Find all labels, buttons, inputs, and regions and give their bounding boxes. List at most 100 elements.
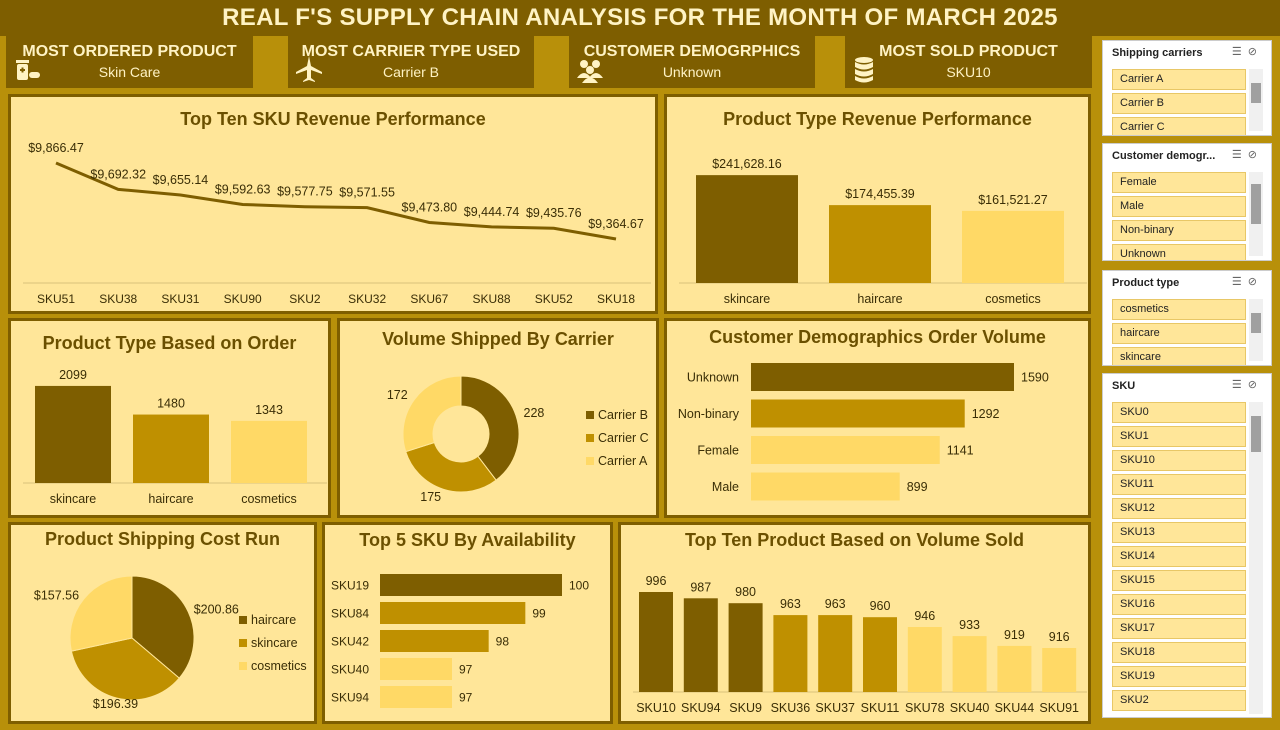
panel-availability: Top 5 SKU By Availability 100 SKU19 99 SKU8… <box>322 522 613 724</box>
chart-title: Top 5 SKU By Availability <box>359 530 576 550</box>
kpi-value: Unknown <box>662 64 722 80</box>
kpi-title: MOST SOLD PRODUCT <box>879 43 1058 60</box>
data-label: 97 <box>459 663 473 677</box>
data-label: 2099 <box>59 368 87 382</box>
scrollbar[interactable] <box>1249 402 1263 714</box>
slicer-shipping-carriers[interactable]: Shipping carriers ☰⊘ Carrier A Carrier B… <box>1102 40 1272 136</box>
data-label: 987 <box>690 580 711 594</box>
x-tick-label: SKU36 <box>771 701 811 715</box>
x-tick-label: cosmetics <box>241 492 297 506</box>
data-label: 1343 <box>255 403 283 417</box>
x-tick-label: SKU2 <box>289 292 321 306</box>
slicer-item[interactable]: cosmetics <box>1112 299 1246 320</box>
slicer-item[interactable]: SKU11 <box>1112 474 1246 495</box>
x-tick-label: SKU31 <box>161 292 199 306</box>
slicer-item[interactable]: SKU10 <box>1112 450 1246 471</box>
bar <box>751 399 965 428</box>
bar <box>696 175 798 283</box>
slicer-item[interactable]: SKU17 <box>1112 618 1246 639</box>
slicer-item[interactable]: Carrier A <box>1112 69 1246 90</box>
slicer-item[interactable]: SKU19 <box>1112 666 1246 687</box>
data-label: 960 <box>870 599 891 613</box>
slicer-item[interactable]: Non-binary <box>1112 220 1246 241</box>
x-tick-label: cosmetics <box>985 292 1041 306</box>
data-label: 228 <box>524 406 545 420</box>
slicer-item[interactable]: SKU13 <box>1112 522 1246 543</box>
slicer-item[interactable]: haircare <box>1112 323 1246 344</box>
slicer-item[interactable]: SKU1 <box>1112 426 1246 447</box>
scrollbar[interactable] <box>1249 299 1263 361</box>
bar <box>818 615 853 692</box>
slicer-item[interactable]: Female <box>1112 172 1246 193</box>
kpi-title: CUSTOMER DEMOGRPHICS <box>583 43 801 60</box>
legend-swatch <box>239 616 247 624</box>
slicer-item[interactable]: Unknown <box>1112 244 1246 260</box>
legend-label: Carrier A <box>598 454 648 468</box>
y-tick-label: Unknown <box>687 371 739 385</box>
kpi-title: MOST ORDERED PRODUCT <box>22 43 237 60</box>
x-tick-label: haircare <box>148 492 193 506</box>
bar-chart-volume-sold: 996 SKU10 987 SKU94 980 SKU9 963 SKU36 963 SKU37 9… <box>633 574 1087 715</box>
slicer-item[interactable]: Male <box>1112 196 1246 217</box>
slicer-item[interactable]: SKU16 <box>1112 594 1246 615</box>
kpi-title: MOST CARRIER TYPE USED <box>301 43 521 60</box>
kpi-most-carrier-type: MOST CARRIER TYPE USED Carrier B <box>288 36 534 88</box>
slicer-item[interactable]: SKU2 <box>1112 690 1246 711</box>
data-label: $241,628.16 <box>712 157 782 171</box>
medicine-icon <box>16 60 40 80</box>
series-line <box>55 161 617 241</box>
slicer-item[interactable]: SKU0 <box>1112 402 1246 423</box>
database-icon <box>855 57 873 83</box>
bar <box>962 210 1064 283</box>
kpi-value: SKU10 <box>946 64 991 80</box>
bar <box>380 686 452 708</box>
hbar-chart-demographics: 1590 Unknown 1292 Non-binary 1141 Female 899 Ma… <box>678 363 1049 501</box>
x-tick-label: SKU40 <box>950 701 990 715</box>
x-tick-label: SKU90 <box>224 292 262 306</box>
slicer-title: Shipping carriers <box>1112 47 1203 59</box>
slicer-product-type[interactable]: Product type ☰⊘ cosmetics haircare skinc… <box>1102 270 1272 366</box>
slice <box>402 375 462 453</box>
slicer-sku[interactable]: SKU ☰⊘ SKU0 SKU1 SKU10 SKU11 SKU12 SKU13 SKU14… <box>1102 373 1272 718</box>
legend-swatch <box>239 639 247 647</box>
slicer-item[interactable]: SKU14 <box>1112 546 1246 567</box>
data-label: $196.39 <box>93 697 138 711</box>
slicer-customer-demographics[interactable]: Customer demogr... ☰⊘ Female Male Non-bi… <box>1102 143 1272 261</box>
data-label: 97 <box>459 691 473 705</box>
panel-shipping-cost: Product Shipping Cost Run $200.86 $196.39… <box>8 522 317 724</box>
panel-sku-revenue: Top Ten SKU Revenue Performance $9,866.4… <box>8 94 658 314</box>
slicer-item[interactable]: Carrier C <box>1112 117 1246 135</box>
data-label: $9,577.75 <box>277 185 333 199</box>
bar <box>231 420 307 483</box>
dashboard-title: REAL F'S SUPPLY CHAIN ANALYSIS FOR THE M… <box>0 0 1280 36</box>
data-label: 99 <box>532 607 546 621</box>
multi-select-icon[interactable]: ☰⊘ <box>1231 379 1263 391</box>
data-label: 933 <box>959 618 980 632</box>
data-label: $161,521.27 <box>978 193 1048 207</box>
data-label: 963 <box>780 597 801 611</box>
multi-select-icon[interactable]: ☰⊘ <box>1231 149 1263 161</box>
multi-select-icon[interactable]: ☰⊘ <box>1231 46 1263 58</box>
x-tick-label: skincare <box>50 492 97 506</box>
slicer-item[interactable]: skincare <box>1112 347 1246 365</box>
data-label: $9,435.76 <box>526 206 582 220</box>
slicer-item[interactable]: SKU18 <box>1112 642 1246 663</box>
y-tick-label: Non-binary <box>678 407 740 421</box>
slicer-item[interactable]: SKU12 <box>1112 498 1246 519</box>
panel-volume-sold: Top Ten Product Based on Volume Sold 996… <box>618 522 1091 724</box>
y-tick-label: Male <box>712 480 739 494</box>
y-tick-label: SKU19 <box>331 579 369 593</box>
x-tick-label: SKU91 <box>1039 701 1079 715</box>
data-label: 899 <box>907 480 928 494</box>
data-label: $9,473.80 <box>402 200 458 214</box>
scrollbar[interactable] <box>1249 172 1263 256</box>
multi-select-icon[interactable]: ☰⊘ <box>1231 276 1263 288</box>
legend-swatch <box>586 411 594 419</box>
chart-title: Top Ten SKU Revenue Performance <box>180 109 486 129</box>
data-label: 172 <box>387 388 408 402</box>
slicer-item[interactable]: Carrier B <box>1112 93 1246 114</box>
data-label: 919 <box>1004 628 1025 642</box>
scrollbar[interactable] <box>1249 69 1263 131</box>
slicer-item[interactable]: SKU15 <box>1112 570 1246 591</box>
panel-type-order: Product Type Based on Order 2099 skincare… <box>8 318 331 518</box>
